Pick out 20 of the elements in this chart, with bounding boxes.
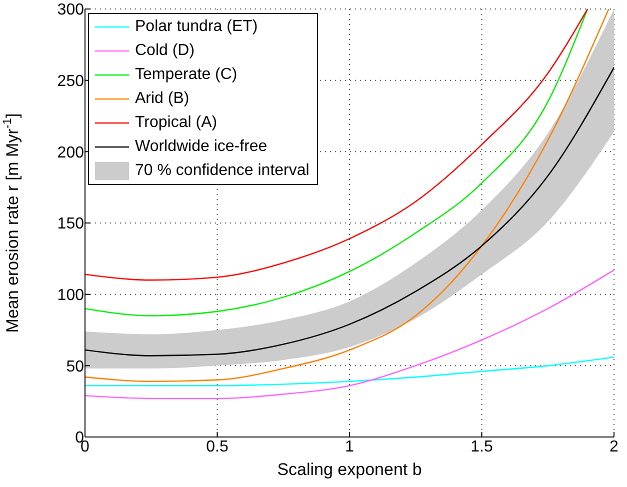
y-tick-label: 150 (57, 216, 84, 233)
y-tick-label: 250 (57, 73, 84, 90)
legend-label: Cold (D) (135, 41, 195, 61)
y-tick-label: 100 (57, 287, 84, 304)
x-tick-label: 0.5 (206, 438, 228, 456)
legend-label: Temperate (C) (135, 65, 238, 85)
line-series (85, 356, 614, 386)
line-series (85, 269, 614, 400)
x-axis-title: Scaling exponent b (277, 460, 422, 479)
y-tick-label: 200 (57, 144, 84, 162)
x-tick-label: 2 (610, 438, 619, 456)
legend-label: Polar tundra (ET) (135, 17, 258, 37)
legend-label: Tropical (A) (135, 113, 218, 133)
annotation: 70 % confidence interval (135, 161, 310, 181)
legend-label: Worldwide ice-free (135, 137, 268, 157)
x-tick-label: 1 (345, 438, 354, 456)
x-tick-label: 1.5 (470, 438, 493, 456)
y-tick-label: 50 (66, 358, 84, 376)
y-tick-label: 300 (57, 2, 84, 19)
legend-label: Arid (B) (135, 89, 190, 109)
